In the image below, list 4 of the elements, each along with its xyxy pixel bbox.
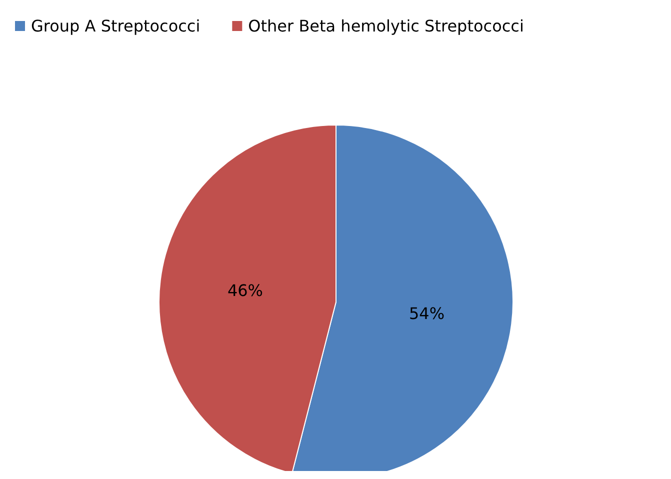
data-label: 46%: [227, 281, 264, 300]
data-label: 54%: [408, 304, 445, 323]
legend-label: Group A Streptococci: [31, 16, 200, 36]
legend-label: Other Beta hemolytic Streptococci: [248, 16, 524, 36]
